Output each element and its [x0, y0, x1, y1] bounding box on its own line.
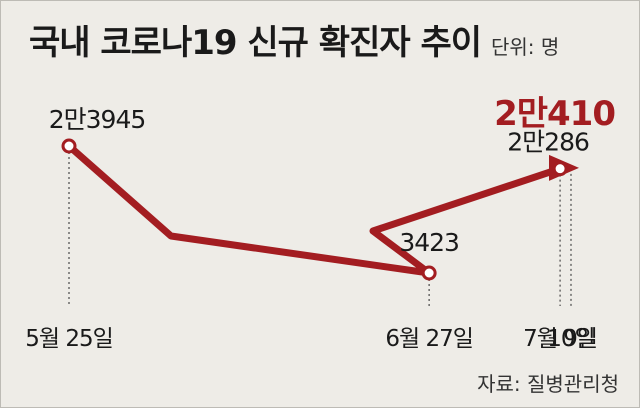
series-line — [65, 142, 564, 277]
data-label-2: 2만286 — [507, 128, 589, 157]
unit-label: 단위: 명 — [491, 35, 560, 59]
source-label: 자료: 질병관리청 — [477, 372, 619, 396]
x-tick-label-2: 7월 9일 — [523, 326, 597, 352]
data-point-0 — [61, 138, 77, 154]
data-point-1 — [421, 265, 437, 281]
data-point-2 — [552, 161, 568, 177]
data-label-1: 3423 — [399, 228, 459, 257]
data-label-0: 2만3945 — [49, 105, 146, 134]
x-tick-label-1: 6월 27일 — [385, 326, 473, 352]
data-label-3: 2만410 — [494, 94, 615, 134]
x-tick-label-0: 5월 25일 — [25, 326, 113, 352]
chart-title: 국내 코로나19 신규 확진자 추이 — [29, 23, 482, 63]
x-tick-label-3: 10일 — [547, 326, 594, 352]
